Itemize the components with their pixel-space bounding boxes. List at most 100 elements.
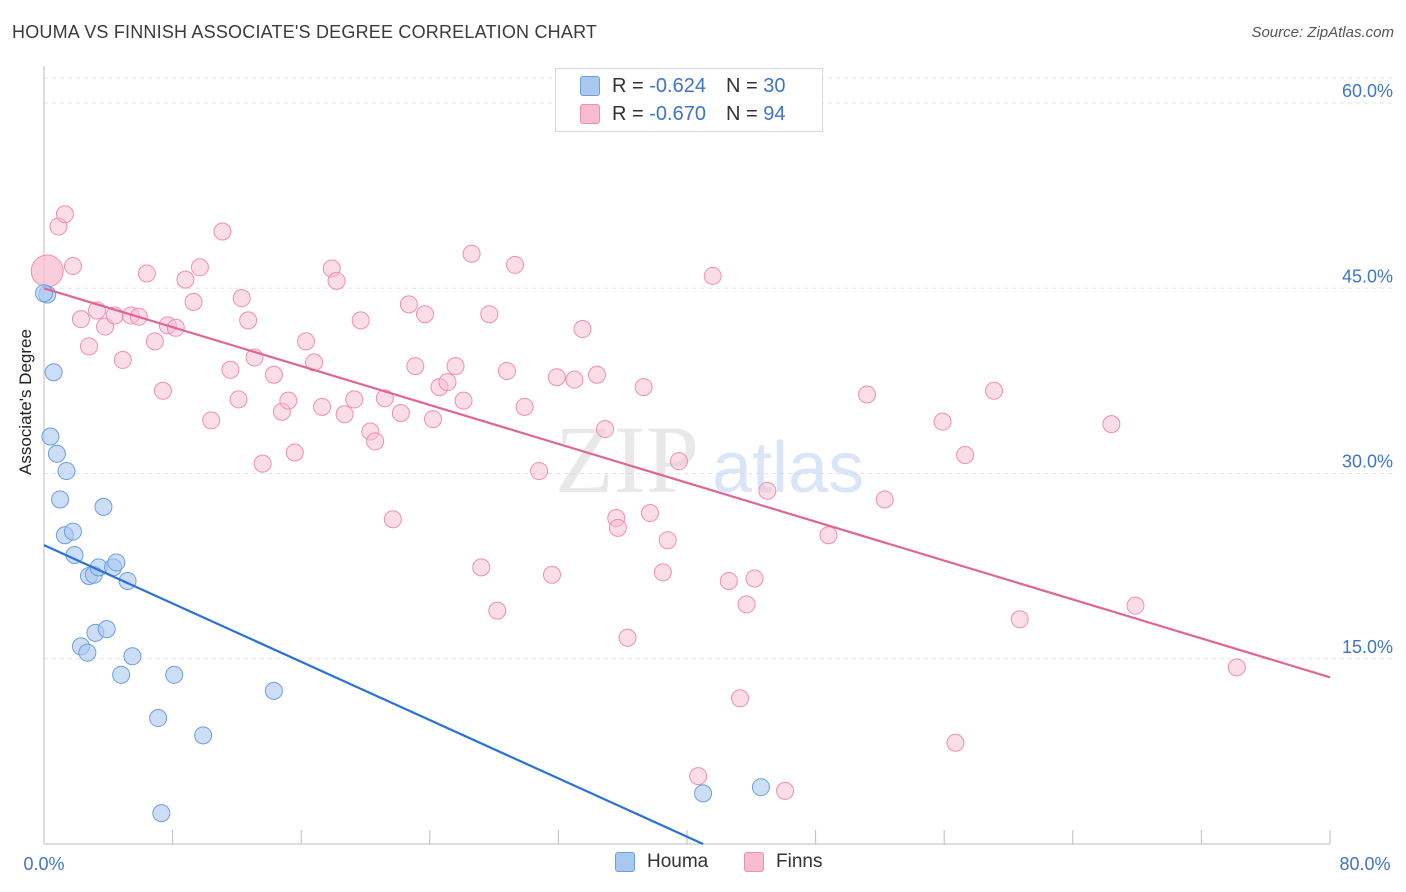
houma-point <box>751 778 770 797</box>
finns-point <box>232 289 251 308</box>
finns-point <box>351 311 370 330</box>
finns-point <box>1010 610 1029 629</box>
y-tick-label: 60.0% <box>1342 81 1393 101</box>
houma-points <box>35 284 770 823</box>
legend-row-finns: R = -0.670 N = 94 <box>580 100 785 128</box>
houma-n-label: N = <box>725 74 758 97</box>
houma-point <box>63 522 82 541</box>
y-tick-label: 30.0% <box>1342 452 1393 472</box>
finns-point <box>454 391 473 410</box>
x-tick-label-min: 0.0% <box>23 854 64 874</box>
legend-item-houma: Houma <box>615 851 708 873</box>
finns-point <box>719 571 738 590</box>
stats-legend: R = -0.624 N = 30 R = -0.670 N = 94 <box>555 68 823 132</box>
finns-point <box>184 292 203 311</box>
finns-point <box>190 258 209 277</box>
houma-point <box>51 490 70 509</box>
finns-point <box>153 381 172 400</box>
gridlines <box>44 77 1392 660</box>
source-label: Source: ZipAtlas.com <box>1251 24 1394 41</box>
finns-point <box>113 350 132 369</box>
y-tick-label: 45.0% <box>1342 266 1393 286</box>
houma-point <box>152 804 171 823</box>
finns-legend-swatch <box>744 852 764 872</box>
finns-point <box>137 264 156 283</box>
finns-point <box>596 420 615 439</box>
houma-point <box>694 784 713 803</box>
houma-legend-swatch <box>615 852 635 872</box>
finns-point <box>946 733 965 752</box>
houma-point <box>44 363 63 382</box>
finns-point <box>285 443 304 462</box>
finns-n-value: 94 <box>763 102 786 125</box>
finns-point <box>279 391 298 410</box>
houma-n-value: 30 <box>763 74 786 97</box>
finns-point <box>758 481 777 500</box>
houma-point <box>57 462 76 481</box>
houma-point <box>264 681 283 700</box>
finns-point <box>335 405 354 424</box>
houma-point <box>123 647 142 666</box>
finns-point <box>515 397 534 416</box>
finns-r-value: -0.670 <box>649 102 706 125</box>
finns-swatch <box>580 104 600 124</box>
houma-point <box>41 427 60 446</box>
finns-point <box>375 389 394 408</box>
finns-point <box>505 255 524 274</box>
finns-point <box>608 518 627 537</box>
legend-item-finns: Finns <box>744 851 822 873</box>
y-tick-label: 15.0% <box>1342 637 1393 657</box>
houma-point <box>47 444 66 463</box>
finns-point <box>497 362 516 381</box>
finns-point <box>1227 658 1246 677</box>
finns-point <box>875 490 894 509</box>
houma-point <box>165 665 184 684</box>
trend-lines <box>43 287 1331 846</box>
x-tick-label-max: 80.0% <box>1339 854 1390 874</box>
finns-point <box>327 271 346 290</box>
finns-point <box>406 357 425 376</box>
finns-point <box>737 595 756 614</box>
finns-point <box>587 365 606 384</box>
houma-point <box>112 665 131 684</box>
finns-point <box>71 310 90 329</box>
finns-point <box>488 601 507 620</box>
finns-point <box>239 311 258 330</box>
finns-trend-line <box>43 287 1331 679</box>
finns-point <box>819 526 838 545</box>
finns-point <box>703 266 722 285</box>
chart-title: HOUMA VS FINNISH ASSOCIATE'S DEGREE CORR… <box>12 22 598 42</box>
finns-point <box>669 452 688 471</box>
finns-point <box>480 305 499 324</box>
y-axis-label: Associate's Degree <box>16 329 35 475</box>
houma-point <box>78 643 97 662</box>
finns-point <box>956 446 975 464</box>
finns-point <box>63 257 82 276</box>
finns-point <box>229 390 248 409</box>
legend-row-houma: R = -0.624 N = 30 <box>580 72 785 100</box>
finns-point <box>424 410 443 429</box>
finns-point <box>530 462 549 481</box>
houma-point <box>94 497 113 516</box>
houma-swatch <box>580 76 600 96</box>
houma-point <box>35 284 53 303</box>
houma-legend-label: Houma <box>647 851 709 872</box>
finns-point <box>176 270 195 289</box>
finns-point <box>297 332 316 351</box>
finns-point <box>985 381 1004 400</box>
finns-point <box>653 563 672 582</box>
finns-point <box>202 411 221 430</box>
finns-point <box>547 368 566 387</box>
houma-point <box>149 709 168 728</box>
houma-r-label: R = <box>612 74 644 97</box>
finns-point <box>776 781 795 800</box>
finns-point <box>1126 596 1145 615</box>
tick-labels: 15.0% 30.0% 45.0% 60.0% 0.0% 80.0% <box>23 81 1393 874</box>
finns-point <box>731 689 750 708</box>
finns-n-label: N = <box>725 102 758 125</box>
finns-point <box>313 397 332 416</box>
houma-r-value: -0.624 <box>649 74 706 97</box>
finns-point <box>438 373 457 392</box>
houma-point <box>107 553 126 572</box>
